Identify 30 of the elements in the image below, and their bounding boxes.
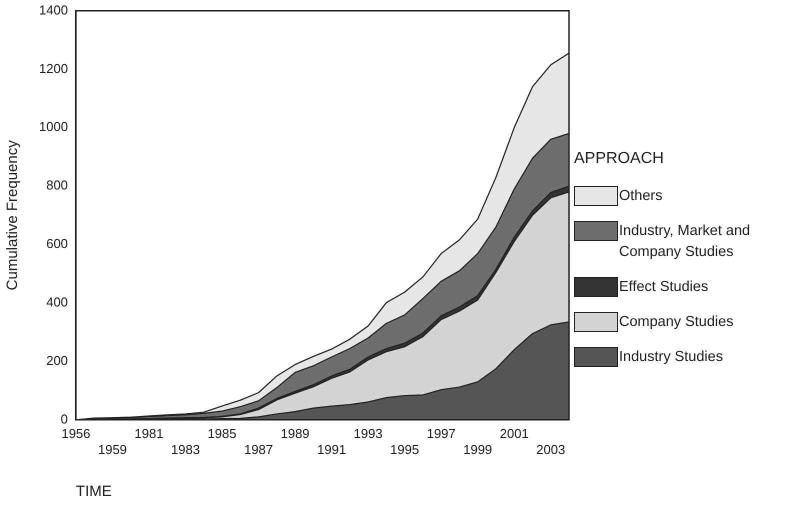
x-tick-label: 1981: [134, 426, 164, 442]
x-tick-label: 1983: [171, 442, 200, 457]
legend-title: APPROACH: [574, 150, 665, 168]
legend-label: Company Studies: [618, 313, 734, 332]
legend-label: Effect Studies: [618, 278, 708, 297]
x-tick-label: 1995: [390, 442, 420, 457]
x-tick-label: 1959: [98, 442, 127, 457]
legend-label: Others: [618, 187, 663, 206]
y-tick-label: 0: [60, 411, 68, 426]
x-tick-label: 1956: [61, 426, 90, 442]
y-tick-label: 1400: [39, 2, 68, 18]
x-axis-title: TIME: [76, 483, 112, 500]
x-tick-label: 1985: [208, 426, 236, 442]
y-axis-title: Cumulative Frequency: [4, 140, 22, 290]
legend-label: Industry, Market and Company Studies: [618, 222, 752, 262]
y-tick-label: 1200: [39, 60, 68, 76]
x-tick-label: 2003: [536, 442, 566, 457]
y-tick-label: 800: [46, 178, 68, 193]
x-tick-label: 1989: [280, 426, 310, 442]
y-tick-label: 1000: [39, 119, 68, 134]
x-tick-label: 1997: [426, 426, 456, 442]
y-tick-label: 400: [46, 294, 68, 310]
y-tick-label: 600: [46, 236, 68, 252]
x-tick-label: 1987: [244, 442, 274, 457]
y-tick-label: 200: [46, 352, 68, 368]
x-tick-label: 1991: [317, 442, 346, 457]
x-tick-label: 1999: [463, 442, 492, 457]
x-tick-label: 2001: [500, 426, 529, 442]
x-tick-label: 1993: [354, 426, 383, 442]
legend-label: Industry Studies: [618, 348, 723, 367]
